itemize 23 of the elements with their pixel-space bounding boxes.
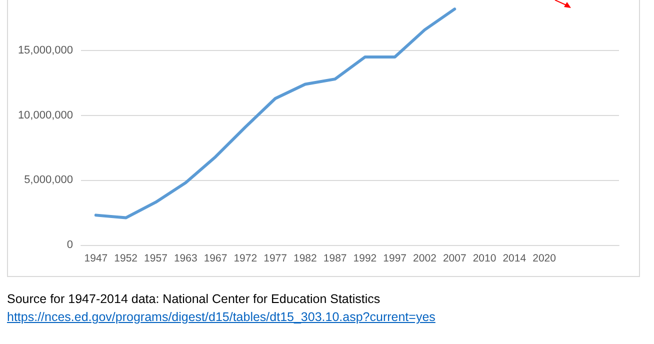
x-tick-label: 2020 xyxy=(532,252,556,264)
x-tick-label: 1997 xyxy=(383,252,407,264)
line-series xyxy=(94,8,456,220)
x-tick-label: 1963 xyxy=(174,252,198,264)
x-tick-label: 1982 xyxy=(293,252,318,264)
source-note: Source for 1947-2014 data: National Center for Education Statistics xyxy=(7,291,382,308)
y-tick-label: 5,000,000 xyxy=(24,174,73,186)
x-tick-label: 1957 xyxy=(144,252,168,264)
x-tick-label: 1987 xyxy=(323,252,347,264)
x-tick-label: 1952 xyxy=(114,252,138,264)
y-tick-label: 15,000,000 xyxy=(18,44,73,57)
x-tick-label: 1992 xyxy=(353,252,377,264)
x-tick-label: 1967 xyxy=(204,252,228,264)
y-tick-label: 10,000,000 xyxy=(18,109,73,122)
x-tick-label: 2014 xyxy=(502,252,526,264)
y-tick-label: 0 xyxy=(66,239,73,251)
text: https://nces.ed.gov/programs/digest/d15/tables/dt15_303.10.asp?current=yes xyxy=(7,309,436,326)
x-tick-label: 1972 xyxy=(234,252,258,264)
x-tick-label: 2007 xyxy=(442,252,466,264)
x-tick-label: 2010 xyxy=(472,252,496,264)
x-tick-label: 2002 xyxy=(413,252,437,264)
x-tick-label: 1977 xyxy=(264,252,288,264)
x-tick-label: 1947 xyxy=(84,252,108,264)
